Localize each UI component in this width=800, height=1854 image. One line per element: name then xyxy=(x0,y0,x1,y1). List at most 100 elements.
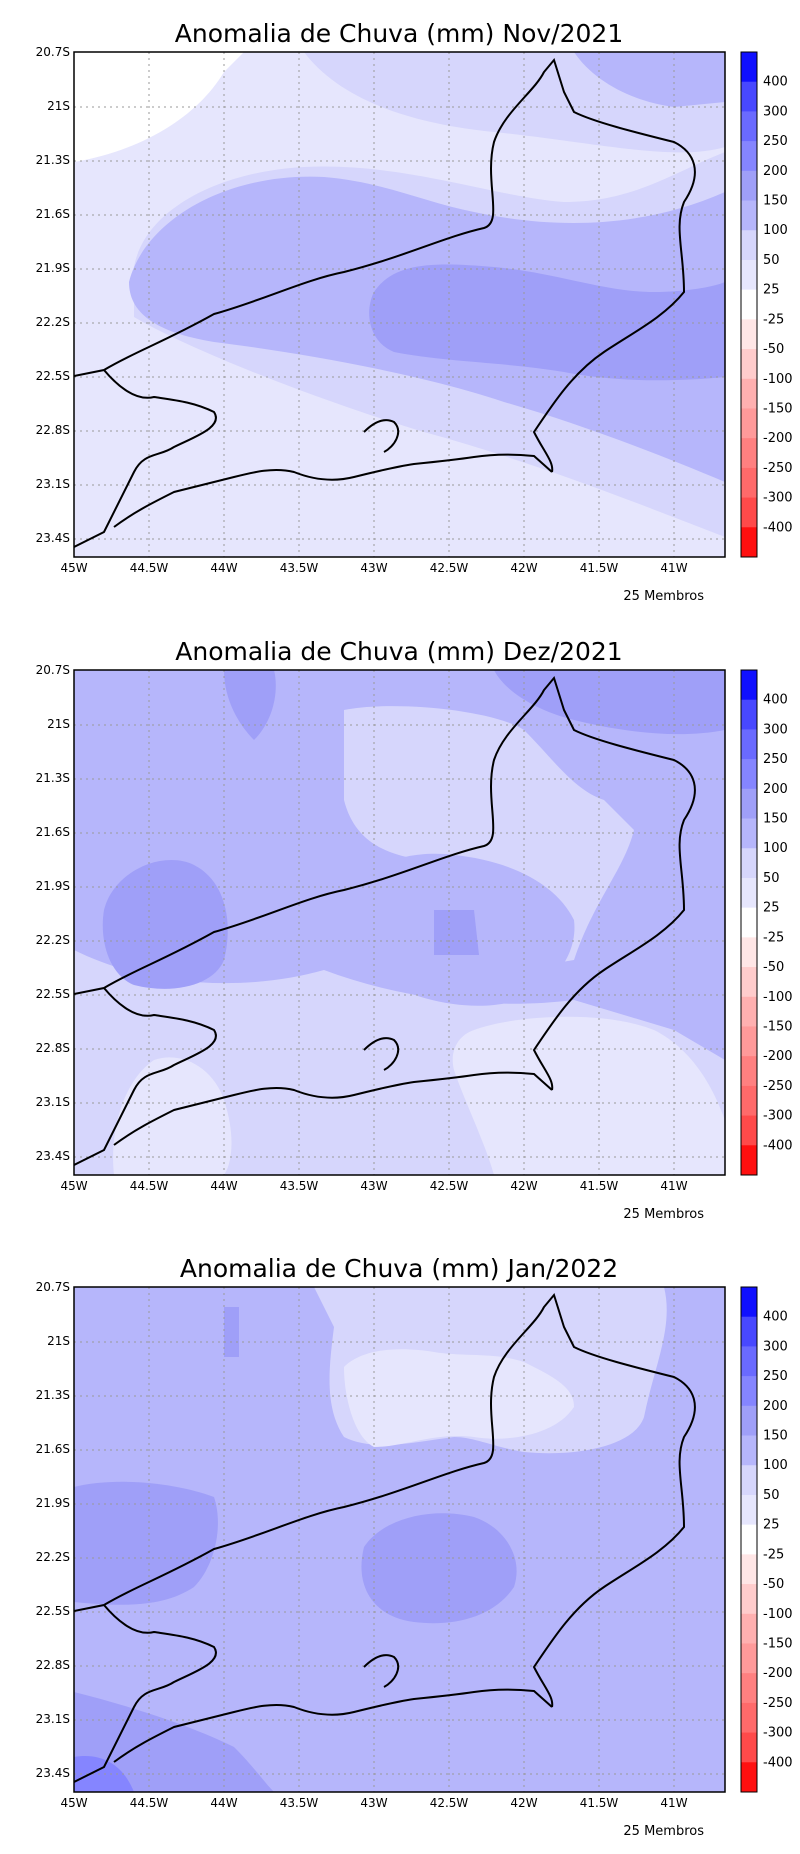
members-label: 25 Membros xyxy=(623,1824,704,1839)
colorbar-label: 25 xyxy=(763,1518,780,1533)
y-tick: 21.9S xyxy=(36,261,70,275)
x-tick: 42W xyxy=(510,1179,537,1193)
colorbar-label: -250 xyxy=(763,1079,793,1094)
colorbar-label: -400 xyxy=(763,1755,793,1770)
colorbar-segment xyxy=(741,1524,757,1555)
colorbar-segment xyxy=(741,1115,757,1146)
y-tick: 22.8S xyxy=(36,1658,70,1672)
x-tick: 42.5W xyxy=(430,1179,469,1193)
colorbar-label: 50 xyxy=(763,253,780,268)
colorbar-segment xyxy=(741,670,757,701)
y-axis: 20.7S 21S 21.3S 21.6S 21.9S 22.2S 22.5S … xyxy=(36,1280,70,1780)
colorbar-segment xyxy=(741,818,757,849)
x-tick: 44.5W xyxy=(130,1796,169,1810)
map-frame xyxy=(73,1286,726,1793)
x-tick: 45W xyxy=(60,561,87,575)
colorbar-label: -50 xyxy=(763,1577,784,1592)
colorbar-segment xyxy=(741,937,757,968)
colorbar-label: 25 xyxy=(763,283,780,298)
colorbar-segment xyxy=(741,1673,757,1704)
colorbar-segment xyxy=(741,527,757,558)
colorbar-segment xyxy=(741,111,757,142)
colorbar-frame xyxy=(740,51,758,558)
gridlines xyxy=(74,670,725,1175)
colorbar-segment xyxy=(741,438,757,469)
colorbar-label: -250 xyxy=(763,461,793,476)
y-tick: 22.5S xyxy=(36,1604,70,1618)
x-tick: 41.5W xyxy=(580,1179,619,1193)
y-tick: 22.5S xyxy=(36,369,70,383)
y-tick: 21S xyxy=(47,99,70,113)
x-tick: 41.5W xyxy=(580,1796,619,1810)
colorbar-label: -300 xyxy=(763,491,793,506)
y-tick: 22.2S xyxy=(36,1550,70,1564)
colorbar-segment xyxy=(741,967,757,998)
colorbar-label: -200 xyxy=(763,1049,793,1064)
contour-25-50 xyxy=(344,1349,574,1447)
colorbar-label: -150 xyxy=(763,401,793,416)
x-tick: 41.5W xyxy=(580,561,619,575)
colorbar-label: 100 xyxy=(763,1458,788,1473)
contour-150-200 xyxy=(74,1481,218,1605)
colorbar-segment xyxy=(741,200,757,231)
contour-150-200-e xyxy=(434,910,479,955)
colorbar-label: -150 xyxy=(763,1019,793,1034)
colorbar-label: -50 xyxy=(763,960,784,975)
colorbar-segment xyxy=(741,1376,757,1407)
colorbar-segment xyxy=(741,1554,757,1585)
colorbar-label: -200 xyxy=(763,431,793,446)
x-axis: 45W 44.5W 44W 43.5W 43W 42.5W 42W 41.5W … xyxy=(60,561,687,575)
colorbar-label: -50 xyxy=(763,342,784,357)
contour-150-200-d xyxy=(224,1307,239,1357)
state-borders xyxy=(74,57,696,548)
colorbar-segment xyxy=(741,1613,757,1644)
colorbar-label: -200 xyxy=(763,1666,793,1681)
colorbar-label: 250 xyxy=(763,752,788,767)
colorbar-label: -150 xyxy=(763,1636,793,1651)
colorbar-label: 100 xyxy=(763,223,788,238)
colorbar-segment xyxy=(741,52,757,83)
y-tick: 20.7S xyxy=(36,45,70,59)
colorbar-segment xyxy=(741,230,757,261)
x-tick: 42W xyxy=(510,561,537,575)
y-tick: 23.1S xyxy=(36,1095,70,1109)
colorbar-segment xyxy=(741,1056,757,1087)
y-axis: 20.7S 21S 21.3S 21.6S 21.9S 22.2S 22.5S … xyxy=(36,663,70,1163)
colorbar-label: -300 xyxy=(763,1109,793,1124)
colorbar-segment xyxy=(741,729,757,760)
y-tick: 21S xyxy=(47,1334,70,1348)
colorbar-label: -250 xyxy=(763,1696,793,1711)
colorbar-segment xyxy=(741,1026,757,1057)
colorbar-label: 50 xyxy=(763,871,780,886)
y-tick: 22.2S xyxy=(36,933,70,947)
x-tick: 44.5W xyxy=(130,1179,169,1193)
colorbar-label: 300 xyxy=(763,1339,788,1354)
x-tick: 44W xyxy=(210,561,237,575)
y-tick: 23.1S xyxy=(36,477,70,491)
y-tick: 20.7S xyxy=(36,663,70,677)
map-area xyxy=(74,1287,725,1792)
colorbar-label: 200 xyxy=(763,782,788,797)
members-label: 25 Membros xyxy=(623,589,704,604)
colorbar-label: 200 xyxy=(763,164,788,179)
colorbar-label: 250 xyxy=(763,134,788,149)
colorbar-segment xyxy=(741,788,757,820)
panel-title: Anomalia de Chuva (mm) Nov/2021 xyxy=(175,19,623,48)
x-tick: 43.5W xyxy=(280,1179,319,1193)
colorbar-segment xyxy=(741,1643,757,1674)
colorbar-label: 25 xyxy=(763,901,780,916)
x-axis: 45W 44.5W 44W 43.5W 43W 42.5W 42W 41.5W … xyxy=(60,1179,687,1193)
y-tick: 23.1S xyxy=(36,1712,70,1726)
colorbar-label: 150 xyxy=(763,194,788,209)
x-tick: 42.5W xyxy=(430,561,469,575)
colorbar-segment xyxy=(741,1287,757,1318)
colorbar-segment xyxy=(741,1494,757,1526)
y-tick: 22.5S xyxy=(36,987,70,1001)
y-tick: 21S xyxy=(47,717,70,731)
colorbar-label: 300 xyxy=(763,104,788,119)
panel-dez-2021: Anomalia de Chuva (mm) Dez/2021 xyxy=(36,637,793,1222)
contour-100-150 xyxy=(314,52,725,107)
colorbar-label: 400 xyxy=(763,75,788,90)
colorbar-segment xyxy=(741,996,757,1027)
y-tick: 21.6S xyxy=(36,207,70,221)
